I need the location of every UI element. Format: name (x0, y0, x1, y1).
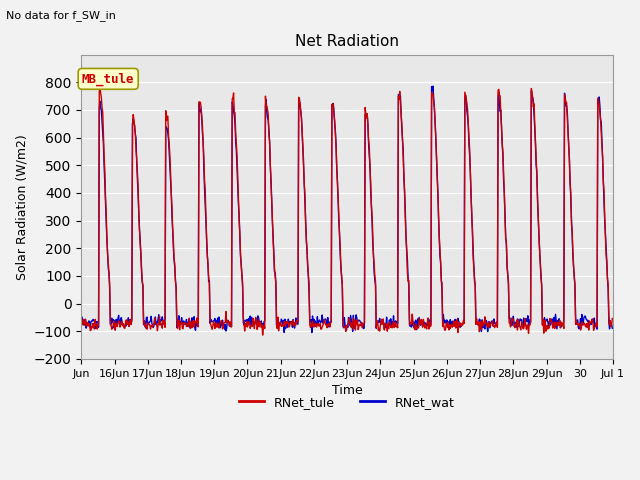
Line: RNet_wat: RNet_wat (81, 86, 612, 333)
RNet_wat (609, 325, 616, 331)
RNet_tule (96, 84, 104, 90)
RNet_tule (609, 315, 616, 321)
RNet_wat (264, 115, 271, 120)
RNet_wat (237, 262, 245, 268)
RNet_tule (265, 132, 273, 138)
RNet_tule (77, 320, 85, 325)
RNet_tule (433, 155, 440, 160)
Line: RNet_tule: RNet_tule (81, 87, 612, 335)
RNet_wat (429, 83, 437, 89)
RNet_wat (284, 324, 291, 330)
RNet_tule (285, 324, 293, 330)
Text: No data for f_SW_in: No data for f_SW_in (6, 10, 116, 21)
Text: MB_tule: MB_tule (82, 72, 134, 85)
RNet_wat (77, 322, 85, 328)
RNet_tule (140, 318, 148, 324)
RNet_tule (259, 332, 266, 338)
RNet_wat (433, 152, 440, 158)
RNet_wat (402, 234, 410, 240)
RNet_tule (403, 249, 410, 255)
Y-axis label: Solar Radiation (W/m2): Solar Radiation (W/m2) (15, 134, 28, 280)
RNet_wat (140, 322, 147, 328)
Title: Net Radiation: Net Radiation (295, 34, 399, 49)
Legend: RNet_tule, RNet_wat: RNet_tule, RNet_wat (234, 391, 460, 414)
RNet_wat (308, 330, 316, 336)
X-axis label: Time: Time (332, 384, 362, 397)
RNet_tule (238, 273, 246, 279)
